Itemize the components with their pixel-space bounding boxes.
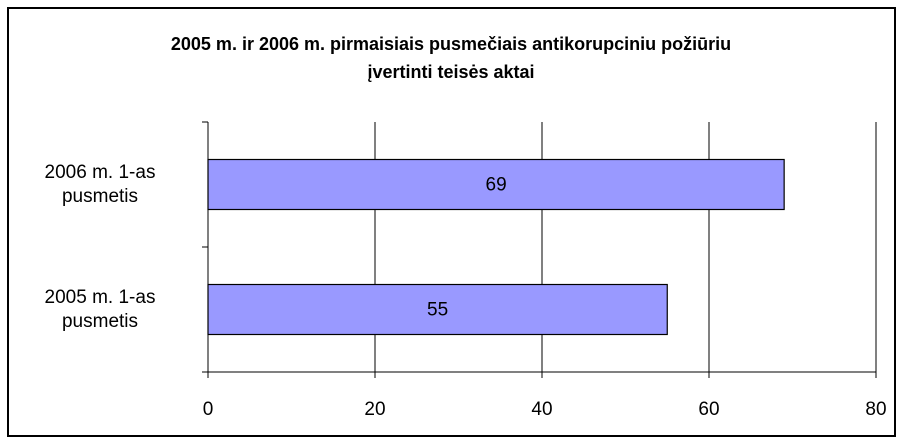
x-tick-label: 40 (531, 399, 552, 420)
y-tick-label: 2006 m. 1-as pusmetis (44, 161, 156, 207)
value-label: 55 (427, 300, 448, 321)
bar (207, 158, 785, 211)
x-tick-label: 60 (698, 399, 719, 420)
y-tick-label: 2005 m. 1-as pusmetis (44, 286, 156, 332)
chart-title: 2005 m. ir 2006 m. pirmaisiais pusmečiai… (170, 34, 732, 82)
value-label: 69 (486, 175, 507, 196)
x-tick-label: 0 (203, 399, 214, 420)
bar (207, 283, 668, 336)
x-tick-label: 80 (865, 399, 886, 420)
x-tick-label: 20 (364, 399, 385, 420)
chart-frame (7, 7, 896, 437)
